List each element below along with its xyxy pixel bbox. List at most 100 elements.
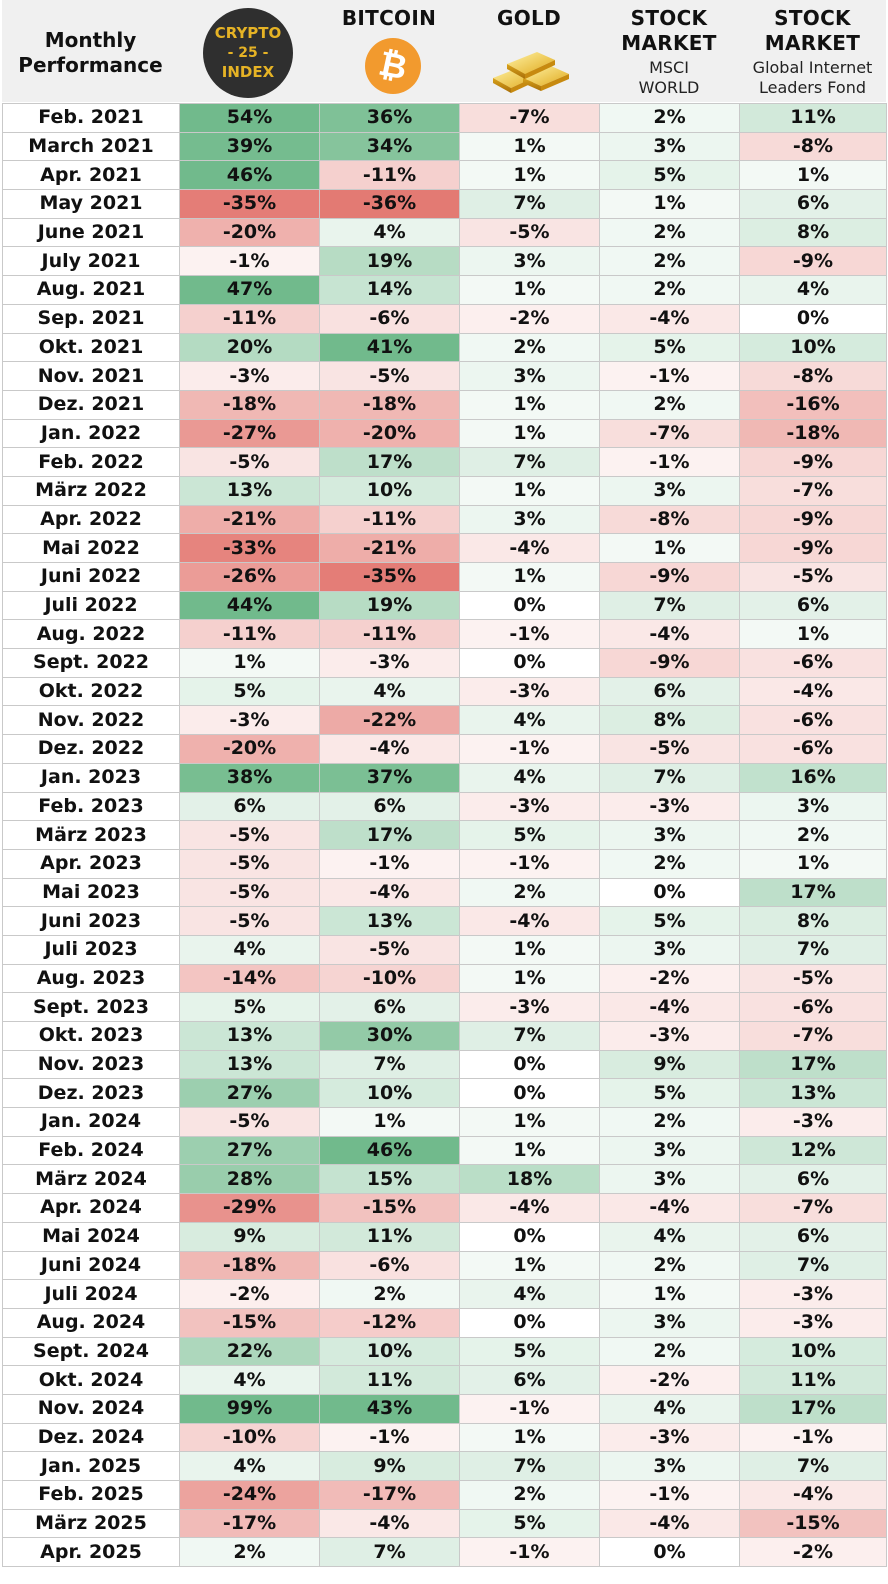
cell-internet-leaders: -7% — [739, 1021, 887, 1051]
cell-msci-world: 8% — [599, 705, 740, 736]
crypto-logo-text-1: CRYPTO — [214, 24, 282, 42]
cell-bitcoin: -11% — [319, 504, 460, 535]
table-row: March 2021 39% 34% 1% 3% -8% — [2, 131, 887, 162]
month-label: Sept. 2024 — [2, 1336, 180, 1367]
cell-msci-world: -1% — [599, 1480, 740, 1510]
cell-crypto-index: -15% — [179, 1307, 320, 1338]
table-row: Sept. 2024 22% 10% 5% 2% 10% — [2, 1336, 887, 1367]
table-row: Aug. 2022 -11% -11% -1% -4% 1% — [2, 619, 887, 650]
cell-bitcoin: 6% — [319, 992, 460, 1022]
month-label: Juni 2024 — [2, 1250, 180, 1281]
month-label: March 2021 — [2, 131, 180, 162]
cell-internet-leaders: 2% — [739, 820, 887, 850]
cell-msci-world: 0% — [599, 877, 740, 908]
cell-internet-leaders: 10% — [739, 332, 887, 363]
cell-crypto-index: 2% — [179, 1537, 320, 1568]
cell-bitcoin: 6% — [319, 791, 460, 822]
table-row: Sept. 2022 1% -3% 0% -9% -6% — [2, 648, 887, 678]
cell-msci-world: -3% — [599, 1021, 740, 1051]
month-label: July 2021 — [2, 246, 180, 277]
cell-crypto-index: 44% — [179, 590, 320, 621]
table-row: Mai 2024 9% 11% 0% 4% 6% — [2, 1221, 887, 1252]
cell-gold: 1% — [459, 1250, 600, 1281]
cell-bitcoin: -4% — [319, 1508, 460, 1539]
table-row: Aug. 2024 -15% -12% 0% 3% -3% — [2, 1307, 887, 1338]
table-row: June 2021 -20% 4% -5% 2% 8% — [2, 217, 887, 248]
cell-internet-leaders: 6% — [739, 189, 887, 219]
cell-msci-world: 6% — [599, 676, 740, 707]
table-row: Juli 2022 44% 19% 0% 7% 6% — [2, 590, 887, 621]
month-label: Aug. 2023 — [2, 963, 180, 994]
cell-internet-leaders: 3% — [739, 791, 887, 822]
month-label: Dez. 2023 — [2, 1078, 180, 1109]
cell-internet-leaders: 17% — [739, 1049, 887, 1080]
cell-crypto-index: -29% — [179, 1193, 320, 1223]
cell-crypto-index: -5% — [179, 447, 320, 477]
cell-gold: 1% — [459, 275, 600, 305]
cell-bitcoin: -36% — [319, 189, 460, 219]
month-label: Juli 2024 — [2, 1279, 180, 1309]
table-row: Apr. 2025 2% 7% -1% 0% -2% — [2, 1537, 887, 1568]
cell-internet-leaders: 1% — [739, 619, 887, 650]
cell-crypto-index: 54% — [179, 103, 320, 133]
cell-internet-leaders: -4% — [739, 676, 887, 707]
month-label: Apr. 2024 — [2, 1193, 180, 1223]
cell-msci-world: 3% — [599, 1164, 740, 1195]
month-label: Jan. 2022 — [2, 418, 180, 449]
month-label: Feb. 2023 — [2, 791, 180, 822]
table-row: Dez. 2022 -20% -4% -1% -5% -6% — [2, 734, 887, 764]
cell-gold: 0% — [459, 1221, 600, 1252]
cell-msci-world: 4% — [599, 1393, 740, 1424]
cell-gold: -5% — [459, 217, 600, 248]
cell-crypto-index: -11% — [179, 303, 320, 334]
cell-crypto-index: -20% — [179, 217, 320, 248]
cell-crypto-index: -3% — [179, 705, 320, 736]
cell-gold: 4% — [459, 705, 600, 736]
cell-gold: 1% — [459, 1107, 600, 1137]
month-label: Juni 2023 — [2, 906, 180, 936]
cell-gold: -2% — [459, 303, 600, 334]
cell-internet-leaders: 13% — [739, 1078, 887, 1109]
cell-bitcoin: -20% — [319, 418, 460, 449]
month-label: Juni 2022 — [2, 562, 180, 592]
cell-internet-leaders: -5% — [739, 963, 887, 994]
cell-bitcoin: -12% — [319, 1307, 460, 1338]
cell-bitcoin: 13% — [319, 906, 460, 936]
month-label: Mai 2022 — [2, 533, 180, 563]
cell-internet-leaders: -1% — [739, 1422, 887, 1453]
cell-bitcoin: 17% — [319, 820, 460, 850]
cell-msci-world: -9% — [599, 562, 740, 592]
cell-bitcoin: 7% — [319, 1049, 460, 1080]
month-label: Jan. 2024 — [2, 1107, 180, 1137]
cell-internet-leaders: 7% — [739, 1250, 887, 1281]
table-row: Jan. 2022 -27% -20% 1% -7% -18% — [2, 418, 887, 449]
header-msci-world: STOCK MARKET MSCI WORLD — [599, 0, 739, 102]
cell-gold: 3% — [459, 504, 600, 535]
cell-internet-leaders: -9% — [739, 533, 887, 563]
cell-internet-leaders: 10% — [739, 1336, 887, 1367]
table-row: Mai 2022 -33% -21% -4% 1% -9% — [2, 533, 887, 563]
cell-internet-leaders: 17% — [739, 1393, 887, 1424]
cell-gold: 5% — [459, 820, 600, 850]
cell-crypto-index: -18% — [179, 1250, 320, 1281]
month-label: Okt. 2024 — [2, 1365, 180, 1395]
performance-table-body: Feb. 2021 54% 36% -7% 2% 11% March 2021 39% 34% 1… — [2, 103, 887, 1568]
crypto-25-index-logo: CRYPTO - 25 - INDEX — [203, 8, 293, 98]
month-label: Dez. 2021 — [2, 389, 180, 420]
cell-bitcoin: 10% — [319, 475, 460, 506]
cell-internet-leaders: -6% — [739, 648, 887, 678]
table-row: Jan. 2025 4% 9% 7% 3% 7% — [2, 1451, 887, 1481]
month-label: Feb. 2025 — [2, 1480, 180, 1510]
cell-gold: 1% — [459, 963, 600, 994]
cell-msci-world: 3% — [599, 475, 740, 506]
cell-gold: 2% — [459, 1480, 600, 1510]
cell-msci-world: -2% — [599, 963, 740, 994]
cell-bitcoin: -21% — [319, 533, 460, 563]
table-row: Feb. 2021 54% 36% -7% 2% 11% — [2, 103, 887, 133]
cell-internet-leaders: -16% — [739, 389, 887, 420]
cell-gold: -7% — [459, 103, 600, 133]
cell-crypto-index: 27% — [179, 1135, 320, 1166]
month-label: März 2024 — [2, 1164, 180, 1195]
month-label: Jan. 2023 — [2, 762, 180, 793]
month-label: June 2021 — [2, 217, 180, 248]
